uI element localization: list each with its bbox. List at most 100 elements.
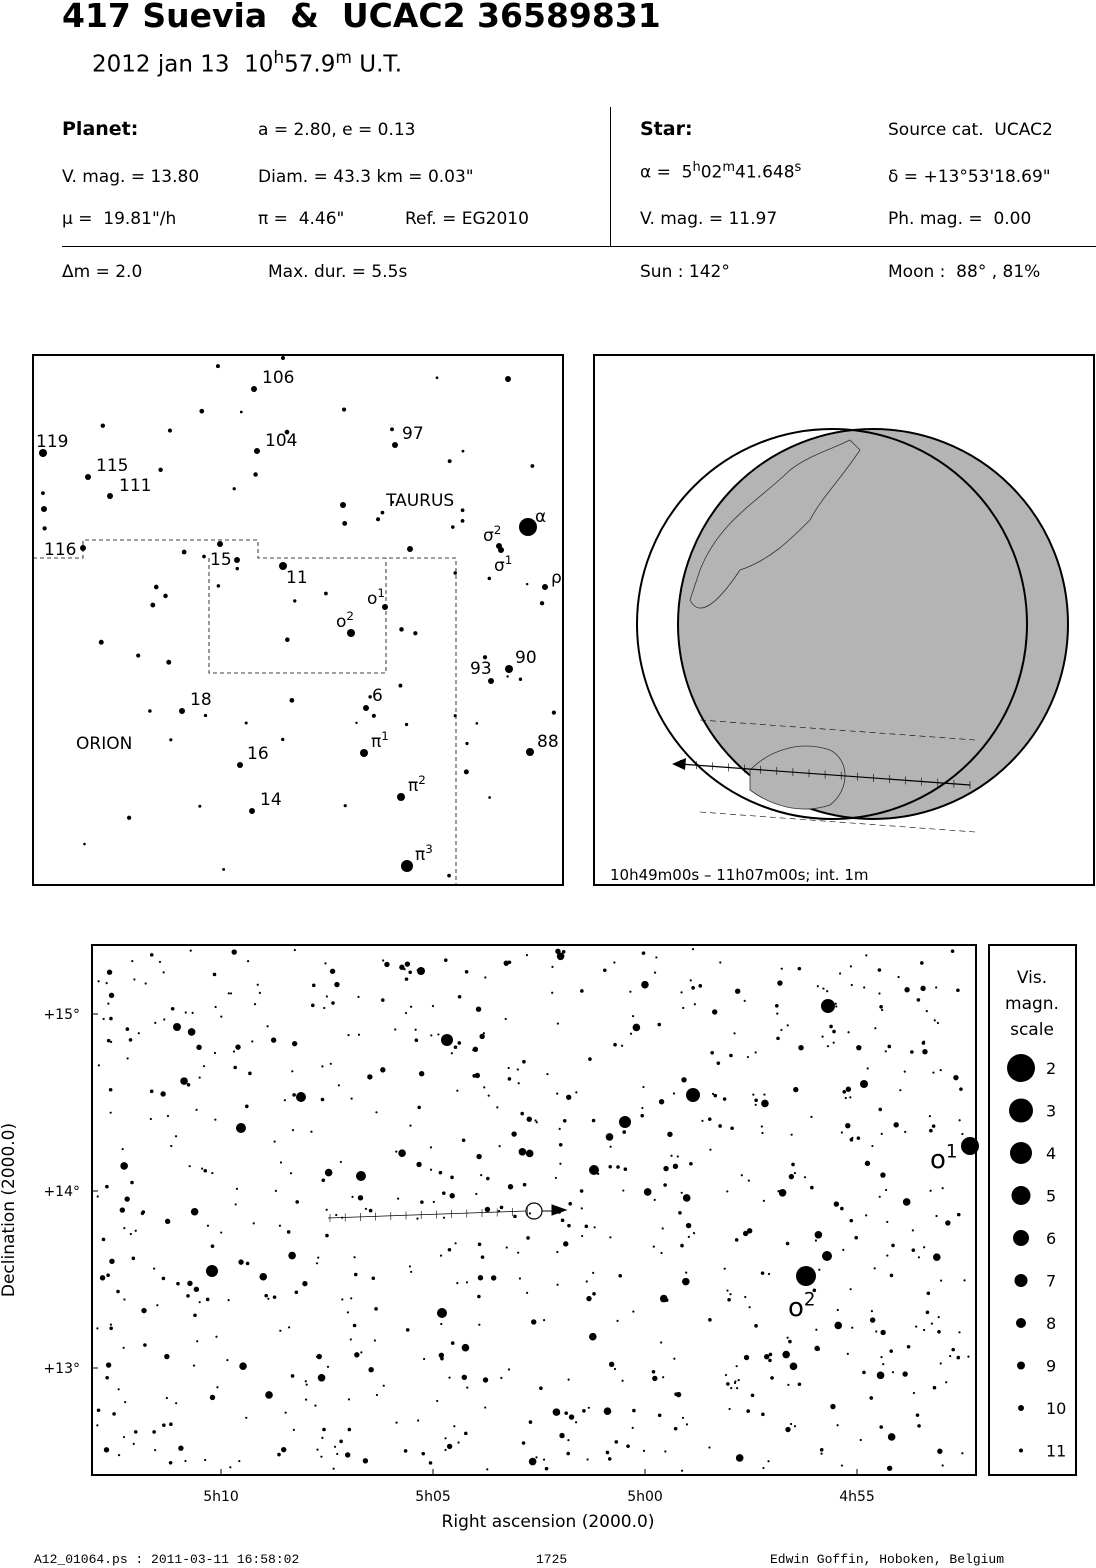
chart-star [315, 1262, 319, 1265]
chart-star [475, 1006, 482, 1012]
chart-star [761, 1131, 764, 1135]
chart-star [764, 1353, 770, 1360]
chart-star [653, 1198, 656, 1201]
chart-star [164, 1353, 170, 1360]
chart-star [448, 1376, 451, 1379]
chart-star [367, 1074, 373, 1080]
chart-star [511, 1131, 517, 1137]
chart-star [368, 1208, 373, 1213]
chart-star [588, 1332, 597, 1341]
chart-star [961, 1132, 964, 1136]
chart-star [206, 1265, 218, 1277]
star-name-symbol: ο [930, 1145, 946, 1175]
chart-star [542, 1318, 546, 1322]
chart-star [744, 1295, 747, 1299]
chart-star [912, 1391, 916, 1395]
chart-star [206, 1224, 210, 1227]
finder-label-symbol: σ [483, 526, 494, 546]
chart-star [658, 1099, 665, 1105]
chart-star [733, 1032, 736, 1035]
legend-dot [1019, 1448, 1023, 1453]
chart-star [556, 1092, 559, 1095]
chart-star [188, 1165, 191, 1168]
chart-star [746, 1055, 750, 1059]
chart-star [513, 1214, 517, 1219]
chart-star [661, 1227, 664, 1230]
chart-star [597, 1172, 600, 1175]
chart-star [414, 1028, 417, 1031]
chart-star [192, 1364, 196, 1367]
legend-label: 4 [1046, 1144, 1056, 1163]
chart-star [334, 981, 340, 988]
chart-star [173, 1023, 181, 1031]
chart-star [416, 1161, 422, 1168]
finder-label-sup: 2 [418, 773, 426, 787]
footer-file: A12_01064.ps : 2011-03-11 16:58:02 [34, 1552, 299, 1567]
finder-star [482, 655, 488, 660]
chart-star [608, 1361, 615, 1368]
chart-star [822, 1251, 832, 1261]
chart-star [642, 1085, 645, 1089]
chart-star [730, 1126, 734, 1131]
chart-star [652, 1245, 655, 1248]
chart-star [420, 1200, 424, 1204]
chart-star [925, 1310, 930, 1315]
finder-star [398, 683, 403, 688]
finder-label-sup: 1 [381, 729, 389, 743]
finder-label: π2 [408, 773, 426, 796]
globe-caption: 10h49m00s – 11h07m00s; int. 1m [610, 866, 869, 884]
finder-star [216, 584, 221, 588]
finder-star [284, 429, 290, 435]
chart-star [279, 1329, 282, 1332]
chart-star [245, 1416, 248, 1419]
chart-star [929, 1189, 932, 1192]
chart-star [518, 1148, 527, 1156]
finder-label: σ2 [483, 523, 501, 546]
alpha-a: α = 5 [640, 162, 693, 183]
chart-star [812, 1288, 817, 1293]
chart-star [786, 1336, 789, 1339]
finder-star [391, 500, 395, 504]
chart-star [316, 1448, 319, 1451]
chart-star [840, 1464, 844, 1467]
chart-star [191, 1011, 194, 1015]
chart-star [832, 1029, 836, 1034]
chart-star [437, 1033, 440, 1036]
chart-star [693, 1003, 696, 1006]
chart-star [437, 1308, 447, 1318]
chart-star [440, 1356, 444, 1361]
chart-star [737, 1379, 740, 1382]
chart-star [477, 1242, 482, 1247]
chart-star [623, 1167, 628, 1171]
finder-star [199, 408, 205, 414]
chart-star [746, 1409, 750, 1413]
chart-star [337, 1084, 340, 1087]
chart-star [180, 1077, 188, 1085]
chart-star [746, 1228, 753, 1234]
chart-star [507, 960, 512, 965]
legend-label: 5 [1046, 1187, 1056, 1206]
chart-star [442, 1191, 446, 1196]
finder-label: σ1 [494, 553, 512, 576]
chart-star [395, 1150, 398, 1153]
chart-star [109, 1323, 113, 1326]
chart-star [503, 960, 509, 966]
chart-star [692, 1232, 696, 1235]
chart-star [752, 1093, 755, 1096]
moon: Moon : 88° , 81% [888, 262, 1041, 282]
chart-star [728, 1407, 731, 1411]
chart-star [357, 995, 360, 999]
chart-star [525, 954, 529, 957]
chart-star [660, 1251, 663, 1255]
chart-star [154, 1021, 157, 1024]
chart-star [405, 1328, 410, 1332]
finder-star [234, 557, 240, 563]
chart-star [939, 1069, 942, 1072]
finder-star [526, 748, 534, 756]
chart-star [311, 983, 316, 988]
chart-star [574, 1421, 578, 1424]
chart-star [619, 1116, 631, 1128]
chart-star [710, 1050, 714, 1055]
chart-star [526, 1291, 529, 1294]
chart-star [607, 1457, 612, 1461]
